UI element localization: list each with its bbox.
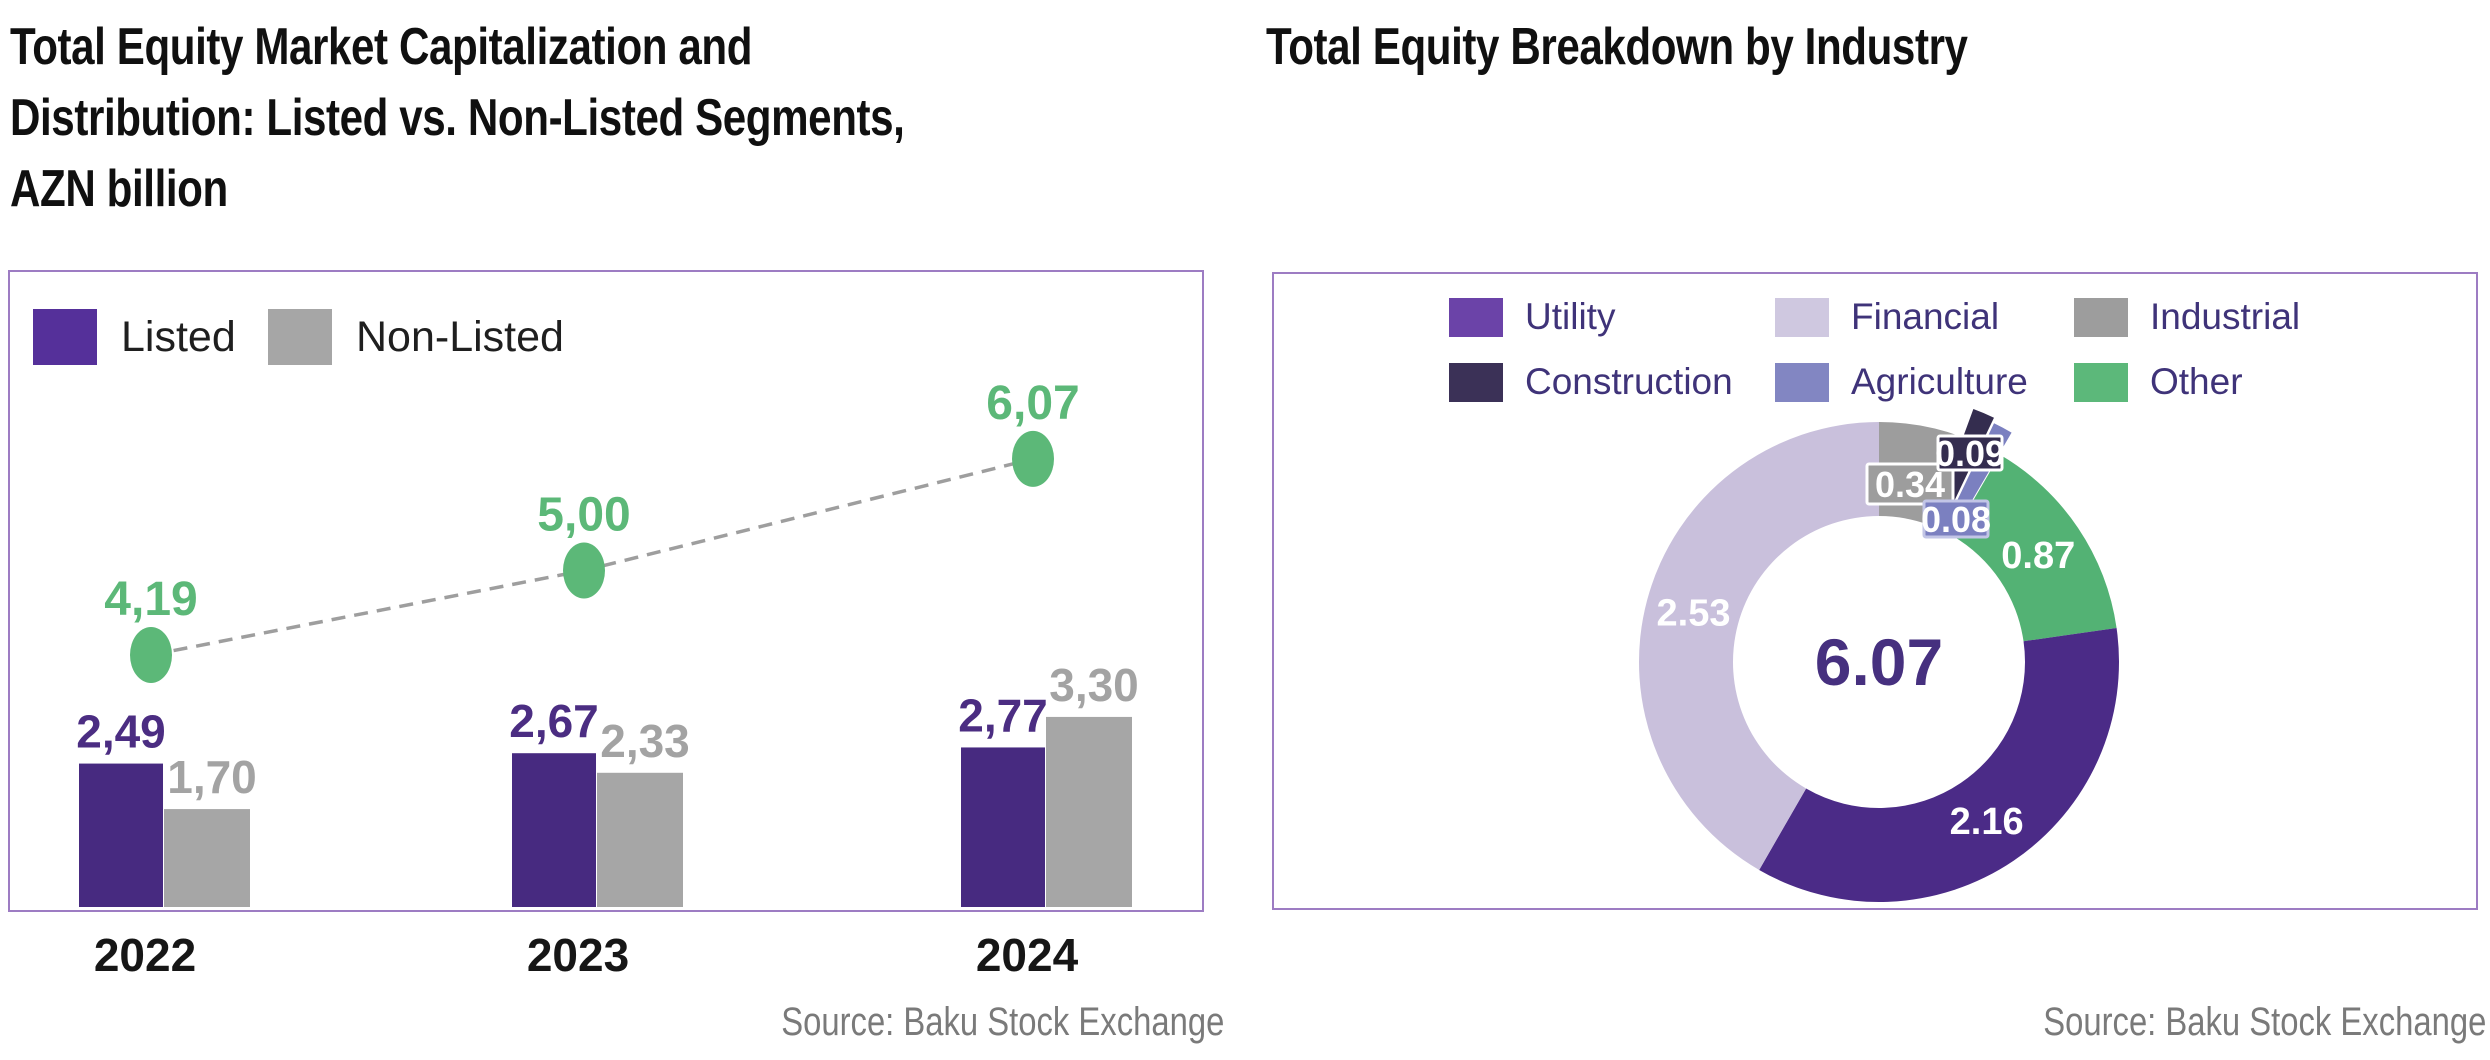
donut-center-total: 6.07: [1815, 625, 1943, 699]
x-axis-label-2023: 2023: [526, 929, 630, 981]
right-chart-panel: Utility Financial Industrial Constructio…: [1272, 272, 2478, 910]
legend-item-construction: Construction: [1449, 361, 1733, 402]
total-value-2022: 4,19: [104, 573, 197, 626]
right-chart-title: Total Equity Breakdown by Industry: [1266, 18, 1968, 76]
legend-item-financial: Financial: [1775, 296, 2000, 337]
bar-line-chart: 2,491,70 4,19 2,67 2,33 5,00 2,773,30 6,07: [76, 377, 1139, 907]
bar-value-listed-2023: 2,67: [509, 695, 599, 747]
donut-value-utility: 2.16: [1950, 801, 2024, 843]
left-title-line-2: Distribution: Listed vs. Non-Listed Segm…: [10, 89, 905, 147]
total-value-2024: 6,07: [986, 377, 1079, 430]
bar-non-listed-2023: [597, 772, 683, 907]
legend-label-financial: Financial: [1851, 296, 2000, 337]
legend-label-other: Other: [2150, 361, 2243, 402]
legend-label-industrial: Industrial: [2150, 296, 2301, 337]
bar-value-non-listed-2023: 2,33: [600, 715, 690, 767]
total-dot-2022: [130, 626, 172, 683]
legend-swatch-industrial: [2074, 297, 2128, 337]
donut-value-industrial: 0.34: [1875, 464, 1945, 505]
legend-swatch-agriculture: [1775, 362, 1829, 402]
legend-label-utility: Utility: [1525, 296, 1616, 337]
legend-swatch-listed: [33, 309, 97, 365]
right-source: Source: Baku Stock Exchange: [2042, 1000, 2486, 1044]
legend-label-non-listed: Non-Listed: [356, 312, 564, 361]
legend-item-utility: Utility: [1449, 296, 1616, 337]
donut-value-other: 0.87: [2001, 535, 2075, 577]
legend-label-agriculture: Agriculture: [1851, 361, 2028, 402]
legend-swatch-construction: [1449, 362, 1503, 402]
bar-listed-2022: [79, 763, 163, 907]
donut-chart: 0.87 2.16 2.53 0.340.09 0.08 6.07: [1639, 409, 2119, 902]
total-dot-2023: [563, 542, 605, 599]
donut-value-construction: 0.09: [1935, 433, 2005, 474]
legend-swatch-other: [2074, 362, 2128, 402]
left-chart-title: Total Equity Market Capitalization and D…: [10, 12, 905, 225]
left-chart-panel: Listed Non-Listed 2,49 1,70 4,19 2,67 2,33 5,…: [8, 270, 1204, 912]
legend-swatch-utility: [1449, 297, 1503, 337]
legend-label-listed: Listed: [121, 312, 236, 361]
donut-segment-utility: [1759, 627, 2119, 902]
donut-label-box-industrial: [1865, 462, 1955, 506]
total-dot-2024: [1012, 430, 1054, 487]
donut-label-box-agriculture: [1922, 499, 1990, 539]
bar-value-non-listed-2022: 1,70: [167, 751, 257, 803]
legend-item-agriculture: Agriculture: [1775, 361, 2028, 402]
donut-value-financial: 2.53: [1657, 592, 1731, 634]
bar-value-non-listed-2024: 3,30: [1049, 659, 1139, 711]
donut-value-agriculture: 0.08: [1921, 499, 1991, 540]
bar-non-listed-2022: [164, 809, 250, 907]
left-source: Source: Baku Stock Exchange: [780, 1000, 1224, 1044]
donut-segment-other: [1952, 454, 2117, 642]
donut-label-box-construction: [1936, 434, 2004, 472]
legend-item-industrial: Industrial: [2074, 296, 2301, 337]
legend-item-listed: Listed: [33, 308, 236, 366]
left-title-line-1: Total Equity Market Capitalization and: [10, 18, 753, 76]
x-axis-label-2024: 2024: [975, 929, 1079, 981]
legend-swatch-financial: [1775, 297, 1829, 337]
donut-segment-financial: [1639, 422, 1879, 870]
legend-swatch-non-listed: [268, 309, 332, 365]
bar-listed-2024: [961, 747, 1045, 907]
legend-item-non-listed: Non-Listed: [268, 308, 564, 366]
legend-item-other: Other: [2074, 361, 2243, 402]
left-title-line-3: AZN billion: [10, 160, 228, 218]
x-axis-label-2022: 2022: [93, 929, 197, 981]
bar-value-listed-2022: 2,49: [76, 706, 166, 758]
total-value-2023: 5,00: [537, 489, 630, 542]
bar-value-listed-2024: 2,77: [958, 689, 1048, 741]
bar-non-listed-2024: [1046, 716, 1132, 907]
legend-label-construction: Construction: [1525, 361, 1733, 402]
bar-listed-2023: [512, 753, 596, 907]
